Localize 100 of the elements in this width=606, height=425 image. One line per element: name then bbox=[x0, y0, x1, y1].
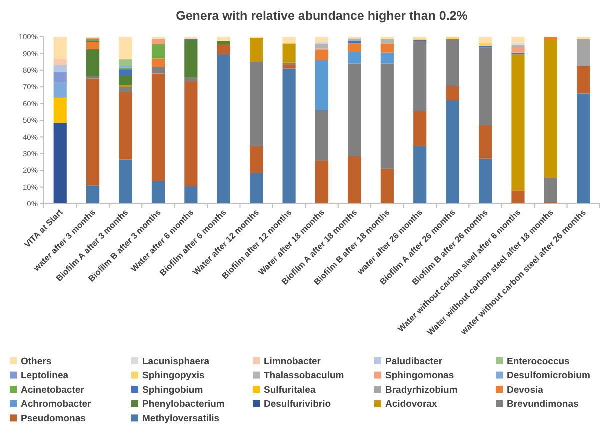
bar bbox=[414, 41, 427, 112]
bar bbox=[512, 47, 525, 53]
bar bbox=[315, 44, 329, 49]
bar bbox=[380, 168, 394, 204]
bar bbox=[348, 52, 362, 64]
bar bbox=[86, 42, 100, 50]
bar bbox=[512, 42, 525, 46]
bar bbox=[184, 186, 198, 204]
bar bbox=[217, 37, 230, 42]
bar bbox=[152, 181, 166, 204]
bar bbox=[577, 40, 590, 66]
legend-label: Acidovorax bbox=[386, 399, 438, 410]
bar bbox=[217, 41, 230, 45]
bar bbox=[478, 48, 492, 126]
bar bbox=[282, 64, 296, 69]
bar bbox=[512, 37, 525, 43]
bar bbox=[348, 41, 362, 44]
bar bbox=[119, 75, 132, 86]
bar bbox=[380, 44, 394, 53]
bar bbox=[282, 68, 296, 204]
bar bbox=[152, 40, 166, 45]
legend-label: Paludibacter bbox=[386, 356, 443, 368]
bar bbox=[414, 146, 427, 204]
bar bbox=[184, 81, 198, 186]
bar bbox=[380, 64, 394, 169]
bar bbox=[446, 100, 460, 204]
bar bbox=[184, 37, 198, 40]
chart-title: Genera with relative abundance higher than 0.2% bbox=[176, 9, 468, 23]
bar bbox=[119, 37, 132, 60]
bar bbox=[250, 146, 264, 174]
legend-label: Achromobacter bbox=[21, 399, 92, 410]
bar bbox=[446, 86, 460, 100]
legend-label: Bradyrhizobium bbox=[386, 384, 458, 396]
bar bbox=[250, 62, 264, 146]
legend-label: Brevundimonas bbox=[507, 399, 579, 410]
bar bbox=[544, 37, 558, 40]
bar bbox=[152, 74, 166, 182]
bar bbox=[54, 82, 67, 98]
bar bbox=[315, 37, 329, 42]
bar bbox=[54, 58, 67, 66]
legend-label: Leptolinea bbox=[21, 370, 70, 382]
bar bbox=[315, 50, 329, 60]
legend-label: Devosia bbox=[507, 384, 544, 396]
bar bbox=[250, 38, 264, 62]
bar bbox=[446, 40, 460, 86]
bar bbox=[544, 178, 558, 202]
legend-label: Pseudomonas bbox=[21, 414, 86, 425]
bar bbox=[348, 156, 362, 204]
legend-label: Limnobacter bbox=[264, 356, 322, 368]
bar bbox=[54, 72, 67, 82]
bar bbox=[512, 54, 525, 191]
bar bbox=[54, 123, 67, 204]
legend-label: Thalassobaculum bbox=[264, 370, 344, 382]
bar bbox=[250, 173, 264, 204]
legend-label: Enterococcus bbox=[507, 356, 570, 368]
bar bbox=[348, 44, 362, 52]
bar bbox=[54, 37, 67, 59]
bar bbox=[478, 37, 492, 43]
bar bbox=[315, 60, 329, 110]
bar bbox=[217, 44, 230, 55]
legend-label: Methyloversatilis bbox=[142, 414, 220, 425]
bar bbox=[119, 92, 132, 160]
bar bbox=[446, 37, 460, 40]
bar bbox=[577, 94, 590, 204]
bar bbox=[512, 190, 525, 204]
bar bbox=[282, 37, 296, 44]
bar bbox=[348, 64, 362, 156]
bar bbox=[544, 40, 558, 178]
legend-label: Others bbox=[21, 356, 52, 368]
legend-label: Desulfomicrobium bbox=[507, 370, 590, 382]
bar bbox=[152, 67, 166, 74]
bar bbox=[119, 87, 132, 92]
bar bbox=[86, 50, 100, 76]
bar bbox=[348, 38, 362, 42]
bar bbox=[54, 65, 67, 72]
bar bbox=[380, 37, 394, 40]
legend-label: Acinetobacter bbox=[21, 384, 85, 396]
bar bbox=[577, 66, 590, 94]
legend-label: Desulfurivibrio bbox=[264, 399, 332, 410]
bar bbox=[217, 54, 230, 204]
bar bbox=[86, 186, 100, 204]
bar bbox=[86, 76, 100, 79]
bar bbox=[315, 160, 329, 204]
legend-label: Lacunisphaera bbox=[142, 356, 210, 368]
legend-label: Phenylobacterium bbox=[142, 399, 225, 410]
bar bbox=[152, 58, 166, 68]
legend-label: Sphingopyxis bbox=[142, 370, 205, 382]
bar bbox=[152, 37, 166, 40]
bar bbox=[282, 44, 296, 63]
bar bbox=[184, 40, 198, 78]
bar bbox=[119, 70, 132, 76]
bar bbox=[478, 158, 492, 204]
bar bbox=[478, 126, 492, 159]
bar bbox=[152, 44, 166, 59]
bar bbox=[119, 60, 132, 66]
bar bbox=[54, 98, 67, 124]
bar bbox=[315, 110, 329, 161]
bar bbox=[577, 37, 590, 40]
bar bbox=[119, 160, 132, 204]
bar bbox=[380, 40, 394, 44]
